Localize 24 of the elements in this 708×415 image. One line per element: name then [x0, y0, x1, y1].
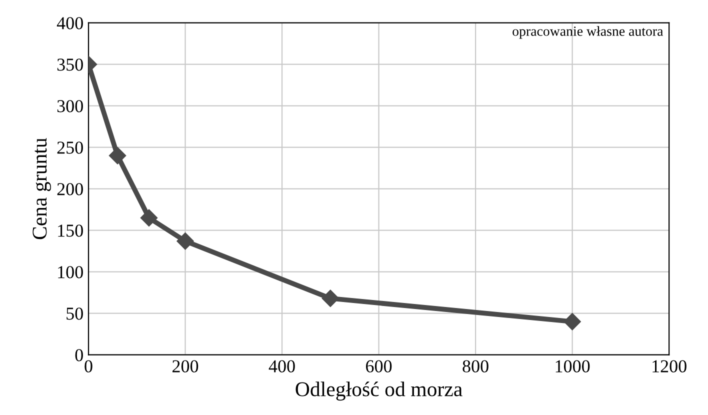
y-tick-label: 350	[57, 58, 83, 71]
y-axis-title: Cena gruntu	[32, 138, 51, 240]
x-tick-label: 1000	[556, 360, 590, 372]
x-tick-label: 600	[366, 360, 392, 372]
x-tick-label: 200	[172, 360, 198, 372]
annotation: opracowanie własne autora	[512, 26, 664, 39]
y-tick-label: 400	[56, 17, 83, 30]
point	[564, 313, 581, 330]
x-tick-label: 0	[84, 360, 92, 372]
y-tick-label: 100	[58, 266, 83, 278]
point	[140, 209, 158, 226]
point	[176, 232, 194, 250]
y-tick-label: 200	[57, 183, 83, 196]
y-tick-label: 0	[75, 349, 83, 362]
x-tick-label: 400	[268, 360, 295, 372]
point	[322, 290, 339, 307]
x-tick-label: 1200	[652, 360, 686, 372]
x-axis-title: Odległość od morza	[296, 382, 462, 401]
x-tick-label: 800	[462, 360, 488, 372]
y-tick-label: 150	[58, 224, 83, 237]
y-tick-label: 300	[57, 100, 83, 112]
y-tick-label: 50	[66, 308, 83, 320]
y-tick-label: 250	[57, 142, 83, 154]
point	[108, 147, 126, 164]
